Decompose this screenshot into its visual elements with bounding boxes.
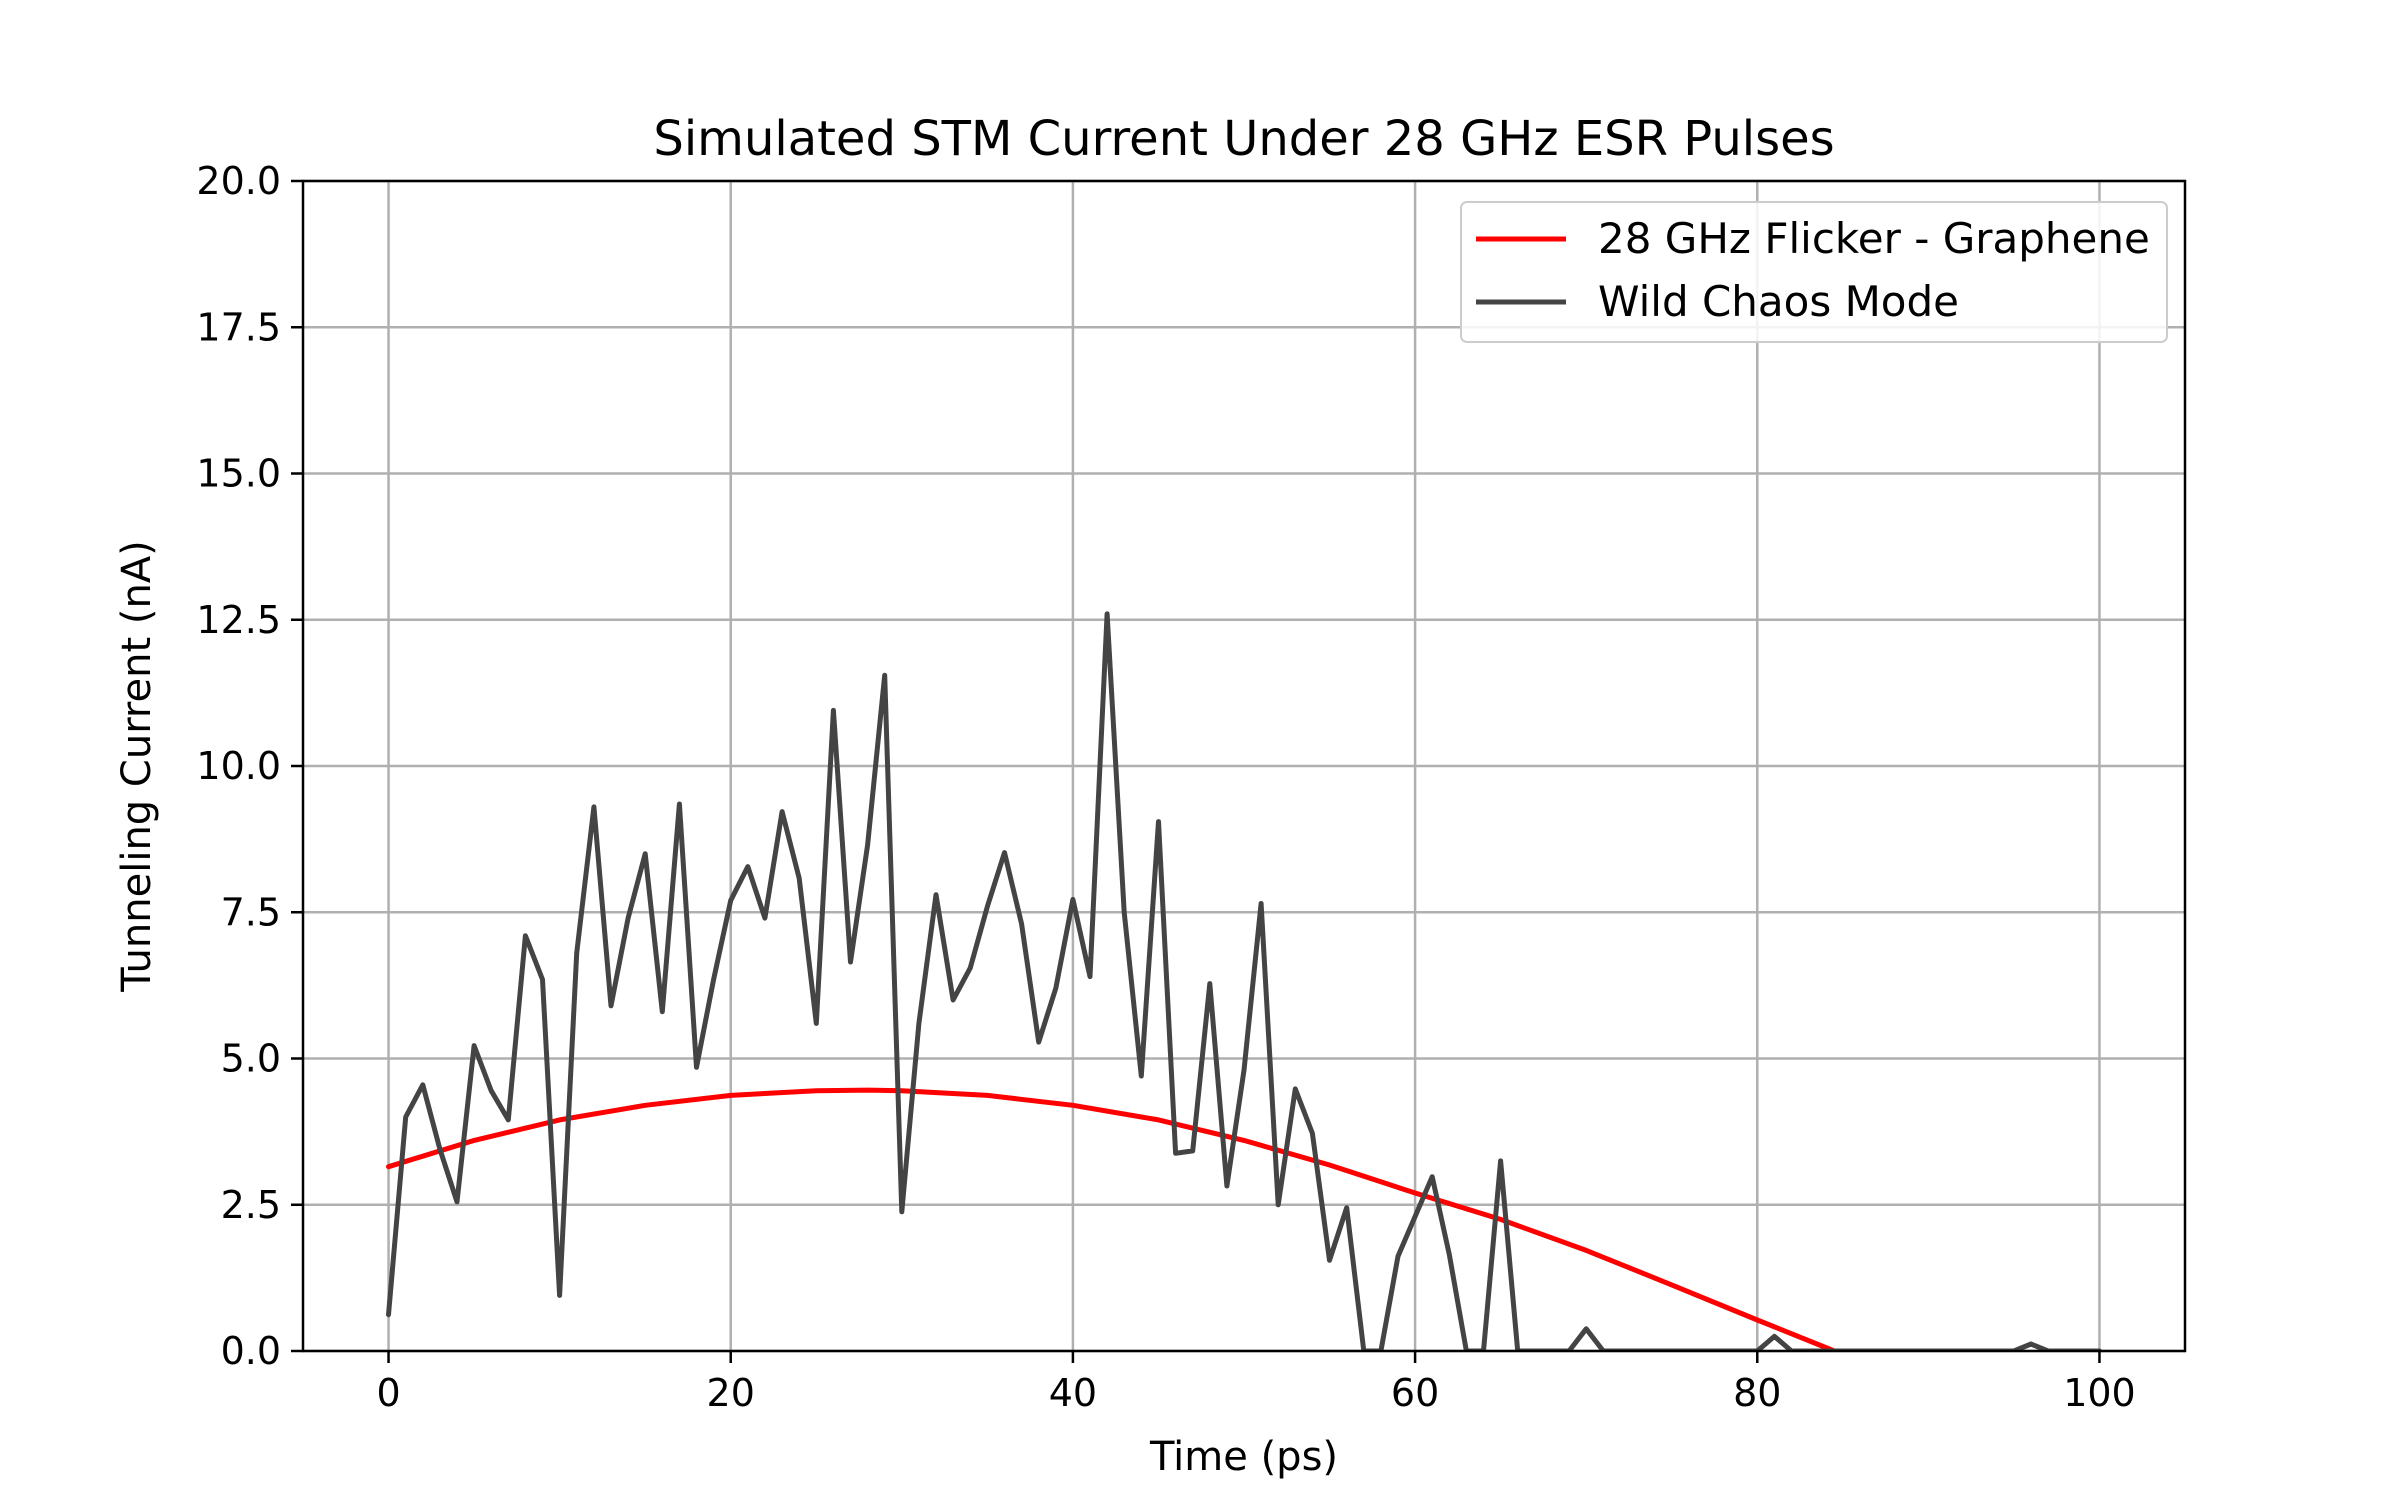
x-tick-label: 20 — [707, 1371, 755, 1415]
flicker-series-line — [386, 1087, 1837, 1351]
y-tick-label: 2.5 — [221, 1183, 281, 1227]
x-tick-label: 100 — [2063, 1371, 2136, 1415]
x-tick-label: 40 — [1049, 1371, 1097, 1415]
legend-label-flicker: 28 GHz Flicker - Graphene — [1598, 214, 2150, 263]
legend-box — [1460, 201, 2168, 343]
x-tick-label: 0 — [376, 1371, 400, 1415]
axis-ticks: 0 20 40 60 80 100 0.0 2.5 5.0 7.5 10.0 12.5 15.0 17.5… — [196, 159, 2135, 1415]
plot-area — [386, 611, 2102, 1351]
chart-title: Simulated STM Current Under 28 GHz ESR P… — [653, 111, 1834, 167]
legend: 28 GHz Flicker - Graphene Wild Chaos Mod… — [1460, 201, 2168, 343]
y-tick-label: 5.0 — [221, 1037, 281, 1081]
chaos-series-line — [386, 611, 2102, 1351]
y-axis-label: Tunneling Current (nA) — [114, 540, 160, 993]
x-axis-label: Time (ps) — [1149, 1434, 1338, 1480]
grid — [303, 179, 2185, 1353]
y-tick-label: 7.5 — [221, 890, 281, 934]
y-tick-label: 20.0 — [196, 159, 281, 203]
y-tick-label: 17.5 — [196, 305, 281, 349]
y-tick-label: 12.5 — [196, 598, 281, 642]
x-tick-label: 60 — [1391, 1371, 1439, 1415]
y-tick-label: 0.0 — [221, 1329, 281, 1373]
legend-label-chaos: Wild Chaos Mode — [1598, 277, 1959, 326]
y-tick-label: 15.0 — [196, 452, 281, 496]
y-tick-label: 10.0 — [196, 744, 281, 788]
x-tick-label: 80 — [1733, 1371, 1781, 1415]
